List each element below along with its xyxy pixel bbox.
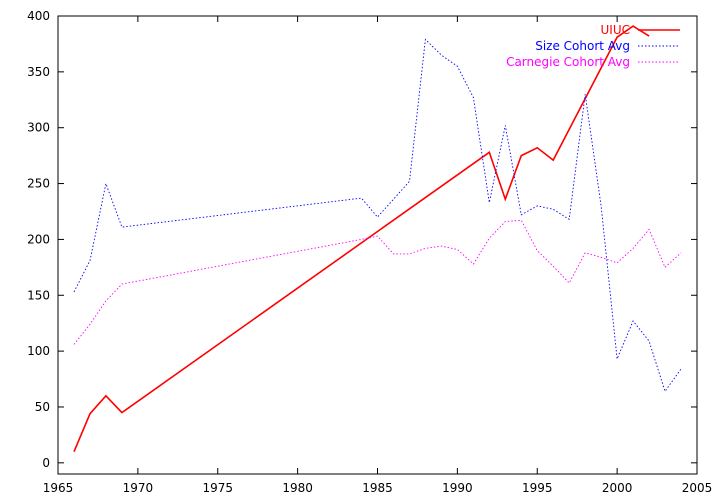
axis-ticks: 1965 1970 1975 1980 1985 1990 1995 2000 2005 0 50 1… — [27, 9, 712, 495]
legend-label-1: Size Cohort Avg — [535, 39, 630, 53]
series-line-1 — [73, 38, 682, 393]
x-tick-label: 1975 — [202, 481, 233, 495]
y-tick-label: 300 — [27, 121, 50, 135]
y-tick-label: 350 — [27, 65, 50, 79]
x-tick-label: 2005 — [682, 481, 713, 495]
legend-label-0: UIUC — [601, 23, 630, 37]
x-tick-label: 1995 — [522, 481, 553, 495]
plot-frame — [57, 15, 698, 475]
y-tick-label: 150 — [27, 288, 50, 302]
series-line-2 — [73, 219, 682, 345]
x-tick-label: 2000 — [602, 481, 633, 495]
x-tick-label: 1985 — [362, 481, 393, 495]
series-line-0 — [73, 25, 650, 453]
series-layer — [73, 25, 682, 453]
y-tick-label: 0 — [42, 456, 50, 470]
x-tick-label: 1965 — [43, 481, 74, 495]
y-tick-label: 200 — [27, 232, 50, 246]
legend-label-2: Carnegie Cohort Avg — [506, 55, 630, 69]
legend: UIUC Size Cohort Avg Carnegie Cohort Avg — [506, 23, 680, 69]
plot-border — [57, 15, 698, 475]
y-tick-label: 50 — [35, 400, 50, 414]
y-tick-label: 100 — [27, 344, 50, 358]
y-tick-label: 250 — [27, 177, 50, 191]
y-tick-label: 400 — [27, 9, 50, 23]
x-tick-label: 1990 — [442, 481, 473, 495]
x-tick-label: 1980 — [282, 481, 313, 495]
x-tick-label: 1970 — [123, 481, 154, 495]
